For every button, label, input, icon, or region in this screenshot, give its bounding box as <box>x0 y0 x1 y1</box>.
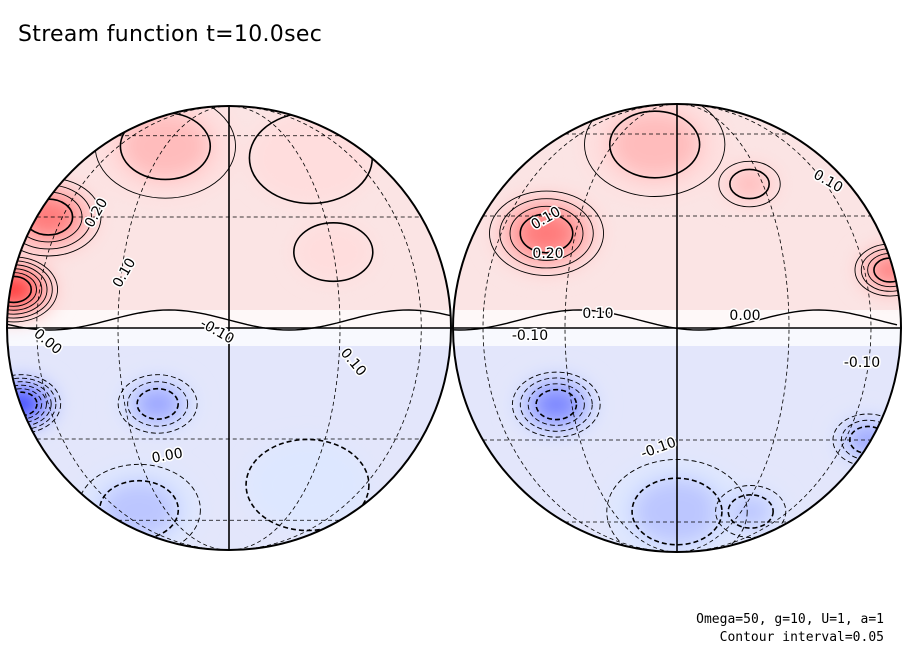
contour-1-4-3 <box>535 388 578 421</box>
parameters-note: Omega=50, g=10, U=1, a=1 <box>696 612 884 627</box>
contour-1-4-0 <box>511 371 601 438</box>
contour-interval-note: Contour interval=0.05 <box>719 630 884 645</box>
contour-1-0-3 <box>519 213 574 254</box>
anomaly-fill-1-0-3 <box>520 213 573 253</box>
contour-label-1-2: 0.10 <box>582 306 613 322</box>
anomaly-fill-0-0-5 <box>7 276 32 303</box>
chart-title: Stream function t=10.0sec <box>18 22 323 47</box>
contour-0-5-0 <box>7 374 62 434</box>
contour-label-1-5: -0.10 <box>512 328 548 344</box>
contour-1-0-0 <box>489 190 604 277</box>
meridian-1-3 <box>676 104 872 552</box>
contour-1-4-2 <box>527 383 585 426</box>
anomaly-fill-1-7-1 <box>728 494 774 529</box>
contour-1-1-0 <box>584 104 726 197</box>
contour-1-3-1 <box>729 168 770 200</box>
anomaly-fill-1-4-3 <box>536 389 577 420</box>
contour-1-0-2 <box>509 205 584 261</box>
hemisphere-outline-0 <box>6 105 452 551</box>
contour-1-4-1 <box>519 377 593 432</box>
contour-label-1-3: 0.00 <box>729 308 760 324</box>
contour-1-1-1 <box>608 110 701 179</box>
contour-0-6-0 <box>117 374 198 434</box>
anomaly-fill-0-6-2 <box>137 388 179 420</box>
contour-0-5-5 <box>7 391 38 417</box>
contour-0-6-1 <box>127 381 189 427</box>
contour-0-6-2 <box>136 387 179 420</box>
contour-1-0-1 <box>499 198 594 269</box>
contour-0-4-0 <box>293 222 374 283</box>
contour-label-1-6: -0.10 <box>844 355 880 371</box>
meridian-1-0 <box>482 104 678 552</box>
contour-0-5-1 <box>7 377 57 431</box>
contour-1-7-0 <box>715 485 787 538</box>
contour-label-1-1: 0.20 <box>532 246 563 262</box>
left-hemisphere: 0.200.100.00 -0.100.100.00 <box>6 105 452 551</box>
contour-1-7-1 <box>727 494 774 529</box>
contour-1-3-0 <box>718 160 781 208</box>
right-hemisphere: 0.100.200.10 0.000.10-0.10-0.10-0.10 <box>452 103 902 553</box>
hemisphere-outline-1 <box>452 103 902 553</box>
